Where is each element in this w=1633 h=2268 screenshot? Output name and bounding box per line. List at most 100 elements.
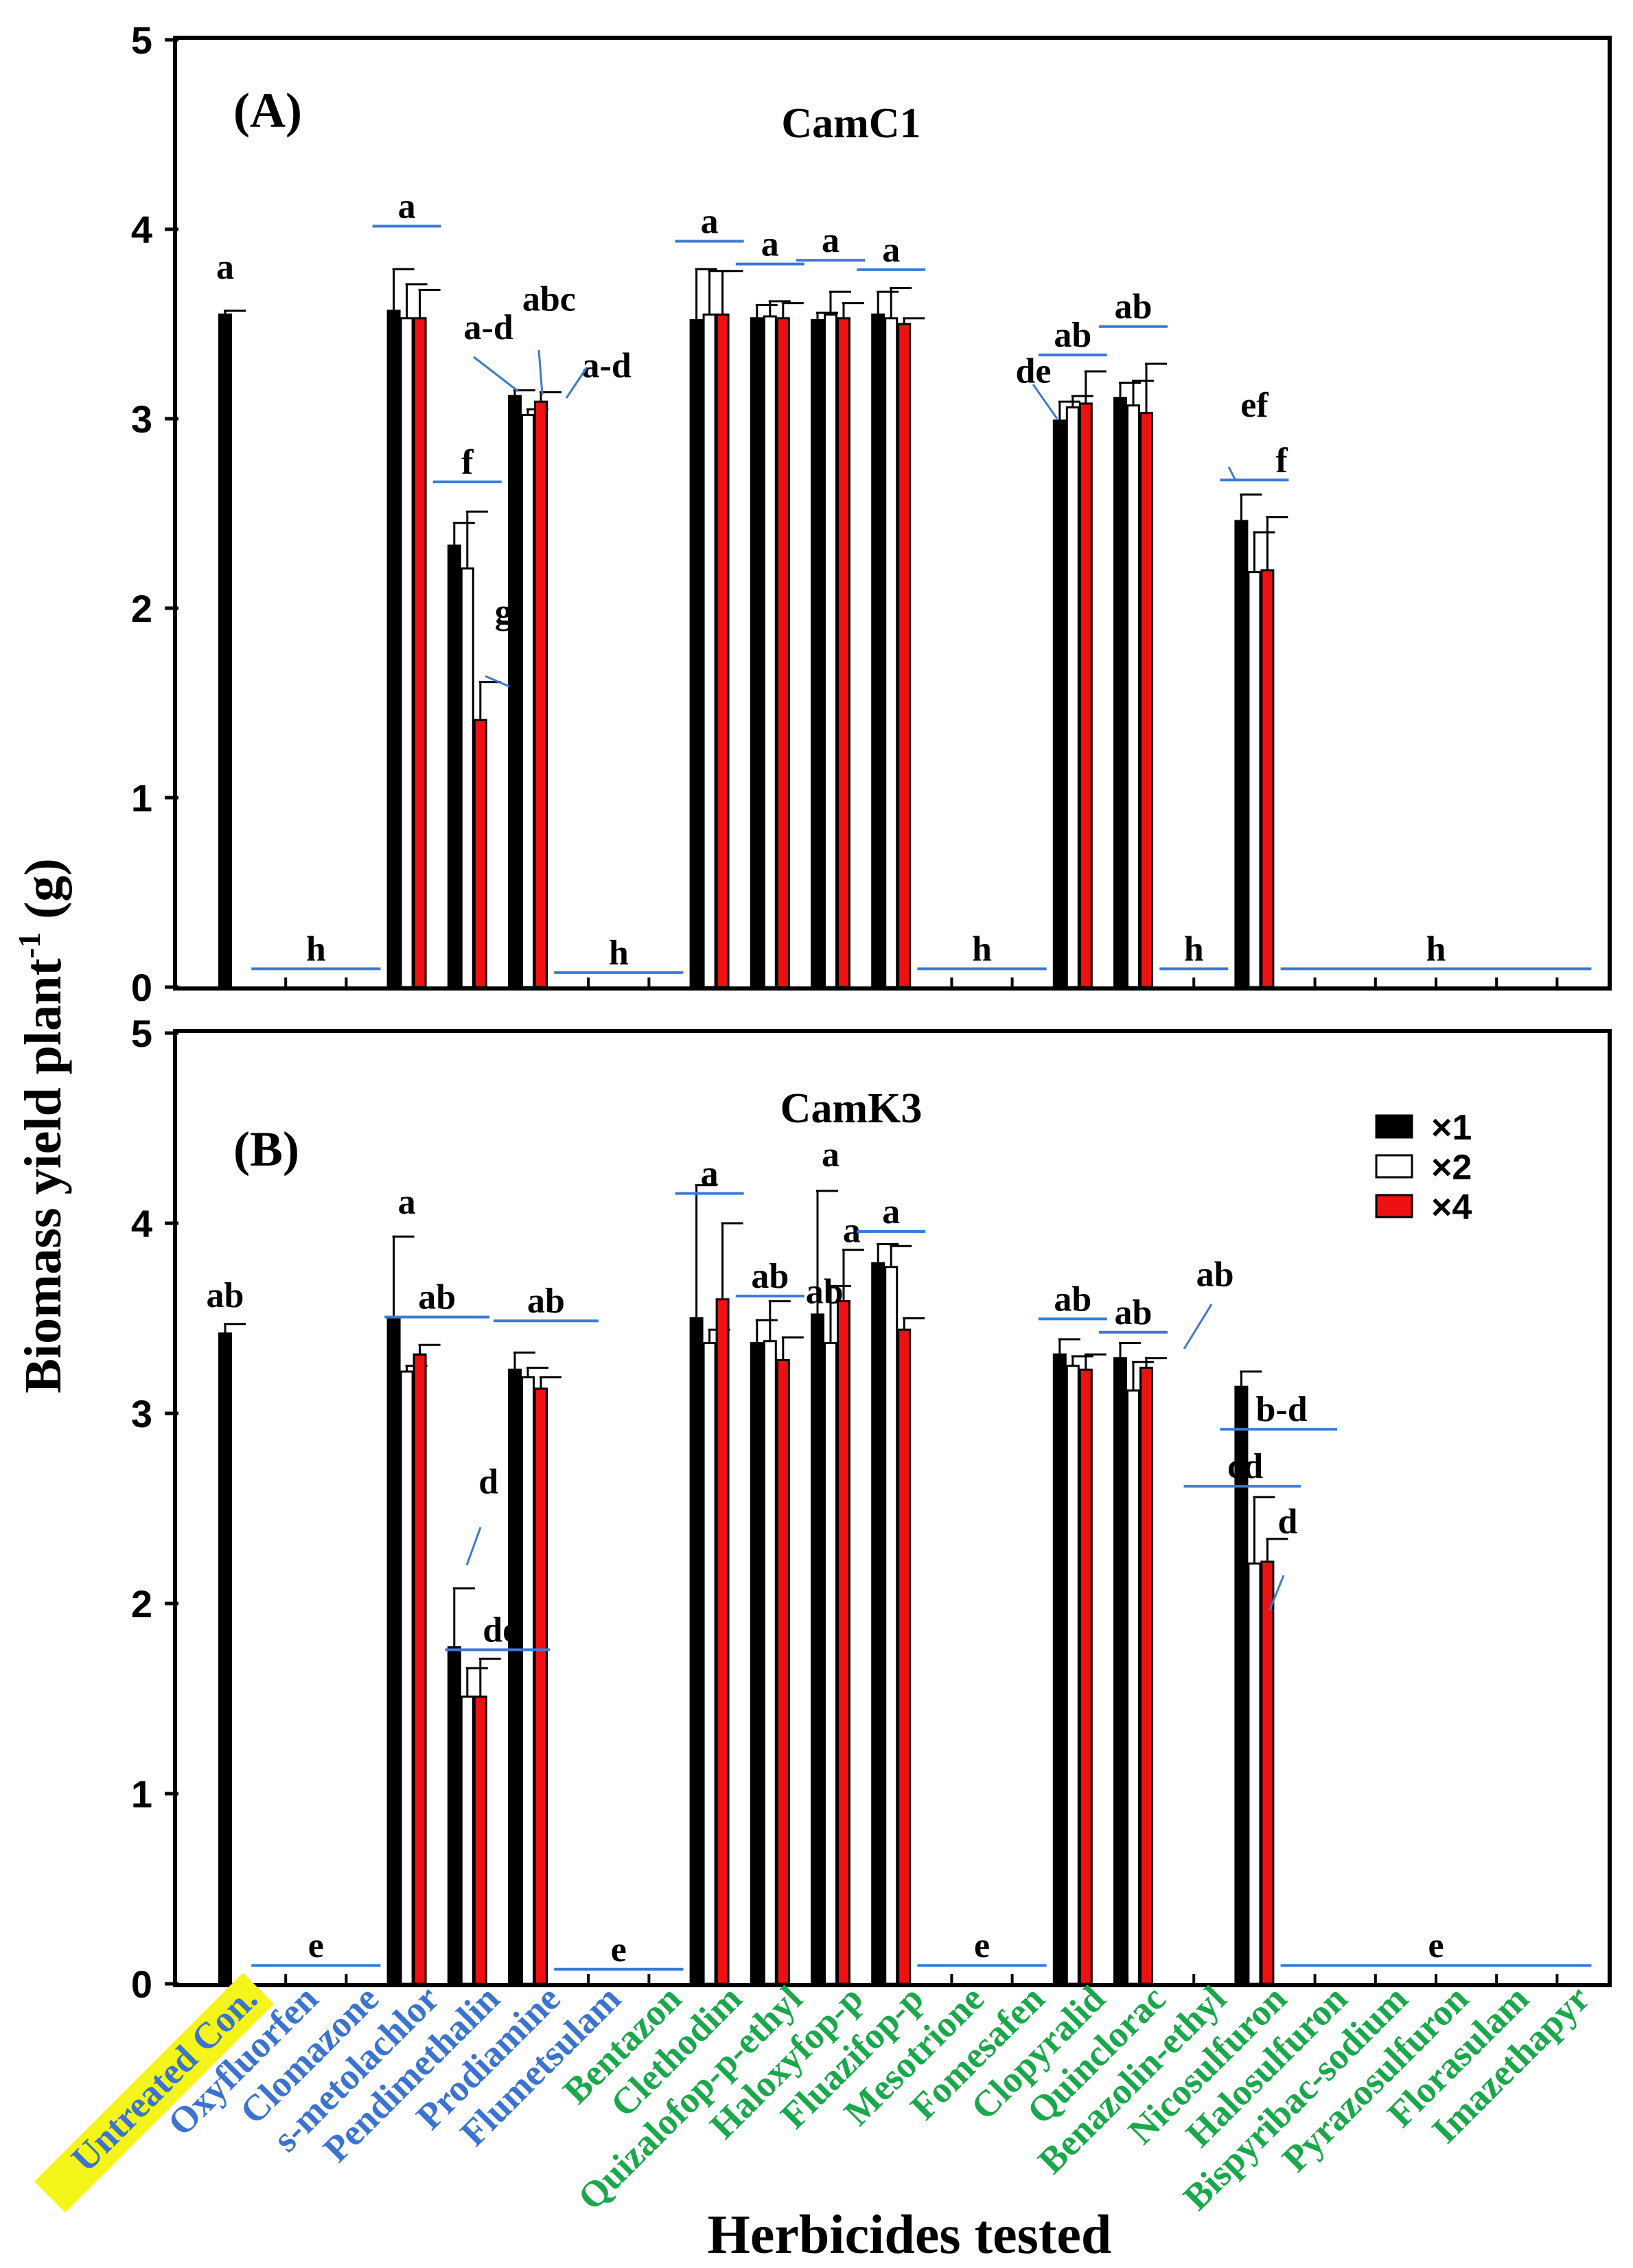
- bar-1-s2-c10: [837, 1300, 850, 1985]
- bar-1-s2-c3: [413, 1353, 427, 1985]
- letter-1-11: ab: [806, 1272, 844, 1311]
- letter-1-0: ab: [207, 1276, 244, 1315]
- letter-0-4: g: [495, 592, 513, 632]
- y-tick-label-0-4: 4: [131, 208, 152, 251]
- letter-1-2: a: [398, 1183, 416, 1222]
- bar-0-s0-c10: [811, 319, 824, 988]
- bar-1-s2-c17: [1260, 1560, 1275, 1985]
- bar-1-s1-c9: [763, 1340, 777, 1985]
- letter-0-3: f: [461, 443, 474, 482]
- bar-1-s0-c4: [447, 1646, 461, 1985]
- bar-0-s2-c17: [1260, 569, 1275, 988]
- panel-b-label: (B): [233, 1122, 299, 1177]
- bar-1-s1-c8: [702, 1342, 717, 1985]
- letter-0-2: a: [398, 187, 416, 226]
- letter-1-8: a: [701, 1155, 719, 1194]
- bar-0-s0-c14: [1052, 419, 1067, 988]
- panel-a-label: (A): [233, 83, 302, 138]
- bar-0-s2-c5: [534, 400, 548, 988]
- letter-0-15: ab: [1054, 316, 1091, 355]
- bar-0-s1-c3: [399, 317, 414, 988]
- y-tick-label-1-1: 1: [131, 1772, 152, 1816]
- bar-0-s1-c14: [1065, 406, 1080, 988]
- letter-0-11: a: [822, 221, 839, 260]
- y-tick-label-1-0: 0: [131, 1963, 152, 2006]
- letter-0-12: a: [882, 231, 900, 270]
- letter-0-16: ab: [1115, 288, 1153, 327]
- letter-1-4: d: [478, 1462, 498, 1501]
- y-tick-label-1-5: 5: [131, 1012, 152, 1055]
- letter-0-10: a: [761, 225, 779, 264]
- letter-0-13: h: [972, 929, 992, 969]
- bar-1-s2-c14: [1078, 1368, 1093, 1985]
- bar-1-s1-c4: [460, 1696, 474, 1985]
- bar-1-s1-c3: [399, 1370, 414, 1985]
- bar-1-s1-c14: [1065, 1365, 1080, 1985]
- letter-0-19: f: [1275, 441, 1288, 480]
- letter-0-6: abc: [522, 280, 576, 319]
- bar-1-s0-c11: [871, 1262, 885, 1985]
- bar-0-s2-c11: [897, 323, 912, 988]
- x-category-highlight-0: [34, 1972, 275, 2213]
- bar-1-s0-c5: [508, 1368, 522, 1985]
- bar-0-s0-c0: [218, 313, 232, 988]
- panel-b-frame: [173, 1029, 1612, 1987]
- letter-1-21: e: [1428, 1926, 1444, 1965]
- x-axis-label: Herbicides tested: [708, 2205, 1112, 2265]
- bar-0-s2-c4: [473, 719, 487, 988]
- y-tick-label-1-4: 4: [131, 1202, 152, 1245]
- y-axis-label-sup: -1: [12, 932, 47, 958]
- bar-0-s1-c11: [884, 317, 899, 988]
- bar-0-s0-c15: [1113, 397, 1127, 988]
- bar-1-s2-c4: [473, 1696, 487, 1985]
- letter-1-18: cd: [1227, 1447, 1263, 1486]
- y-tick-label-0-2: 2: [131, 587, 152, 630]
- letter-0-9: a: [701, 202, 719, 242]
- bar-0-s1-c10: [824, 313, 837, 988]
- bar-0-s2-c14: [1078, 402, 1093, 988]
- y-tick-label-0-5: 5: [131, 19, 152, 62]
- y-tick-label-1-3: 3: [131, 1392, 152, 1435]
- bar-1-s0-c8: [689, 1317, 704, 1985]
- y-axis-label-main: Biomass yield plant: [14, 958, 72, 1393]
- bar-1-s2-c11: [897, 1328, 912, 1985]
- bar-1-s2-c15: [1139, 1367, 1153, 1985]
- bar-0-s0-c4: [447, 544, 461, 988]
- x-category-labels: Untreated Con.OxyfluorfenClomazones-meto…: [34, 1972, 1597, 2218]
- letter-1-10: a: [822, 1135, 839, 1174]
- letter-0-0: a: [216, 248, 234, 287]
- letter-0-18: ef: [1240, 386, 1269, 425]
- panel-a-frame: [173, 36, 1612, 991]
- legend: ×1 ×2 ×4: [1375, 1108, 1472, 1227]
- letter-1-1: e: [308, 1926, 324, 1965]
- letter-1-5: de: [483, 1610, 518, 1650]
- bar-0-s1-c4: [460, 567, 474, 988]
- letter-0-17: h: [1184, 929, 1204, 969]
- arrow-a-4: [1032, 384, 1058, 419]
- letter-0-1: h: [306, 929, 326, 969]
- letter-1-20: d: [1277, 1503, 1297, 1542]
- legend-label-x2: ×2: [1431, 1148, 1472, 1188]
- panel-a-title: CamC1: [781, 100, 920, 147]
- bar-1-s0-c10: [811, 1313, 824, 1985]
- bar-1-s2-c8: [715, 1298, 730, 1985]
- bar-0-s0-c9: [750, 317, 764, 988]
- legend-swatch-x4: [1375, 1194, 1413, 1218]
- arrow-a-2: [537, 349, 544, 395]
- bar-1-s1-c11: [884, 1266, 899, 1985]
- bar-0-s0-c3: [386, 310, 401, 988]
- bar-1-s0-c15: [1113, 1357, 1127, 1985]
- bar-1-s1-c5: [521, 1376, 535, 1985]
- y-axis-label-text: Biomass yield plant-1 (g): [12, 858, 72, 1393]
- legend-swatch-x1: [1375, 1114, 1413, 1139]
- bar-0-s2-c15: [1139, 412, 1153, 988]
- y-axis-label-unit: (g): [14, 858, 72, 932]
- letter-1-9: ab: [751, 1257, 789, 1296]
- letter-1-16: ab: [1115, 1293, 1153, 1332]
- letter-0-7: a-d: [582, 346, 632, 385]
- bar-1-s0-c0: [218, 1332, 232, 1985]
